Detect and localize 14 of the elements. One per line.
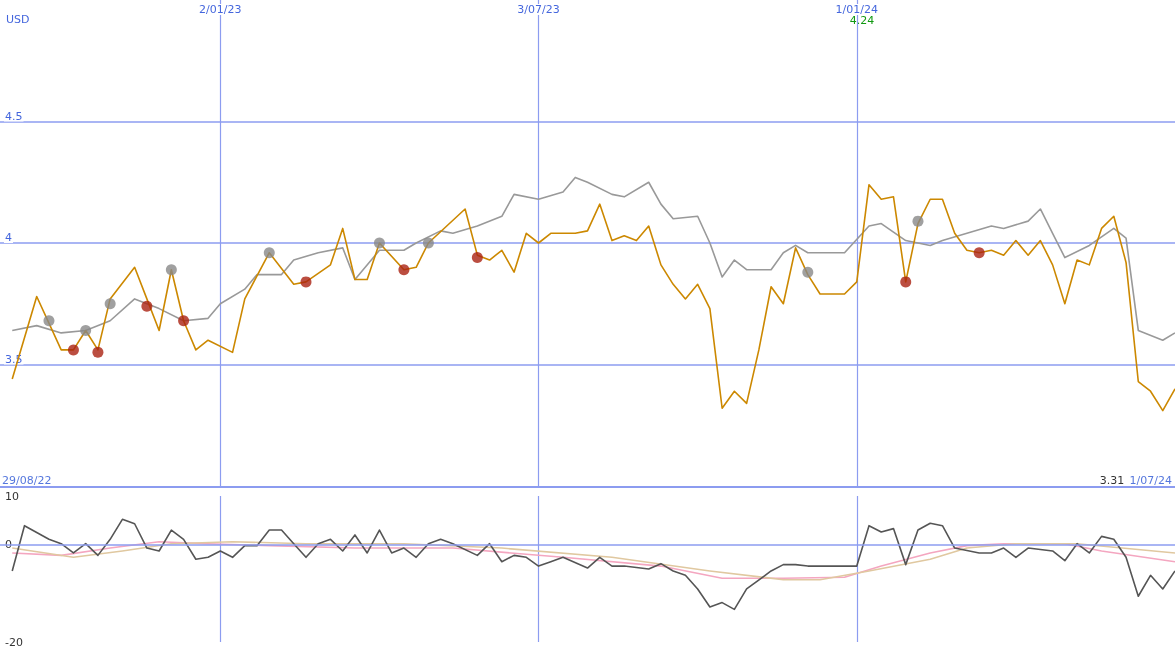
y-tick-label: 4	[5, 231, 12, 244]
annotation: 29/08/22	[2, 473, 52, 487]
annotation: 3.31	[1099, 473, 1125, 487]
annotation: 4.24	[849, 13, 875, 27]
x-tick-label: 3/07/23	[517, 3, 560, 16]
y-tick-label: 4.5	[5, 109, 23, 123]
line-series	[11, 518, 1175, 611]
x-tick-label: 1/01/24	[835, 3, 878, 16]
y-tick-label: 10	[5, 489, 19, 503]
y-tick-label: 0	[5, 538, 12, 552]
y-axis-title: USD	[6, 13, 30, 26]
annotation: 1/07/24	[1129, 473, 1172, 487]
y-tick-label: -20	[5, 635, 23, 649]
x-tick-label: 2/01/23	[199, 3, 242, 16]
